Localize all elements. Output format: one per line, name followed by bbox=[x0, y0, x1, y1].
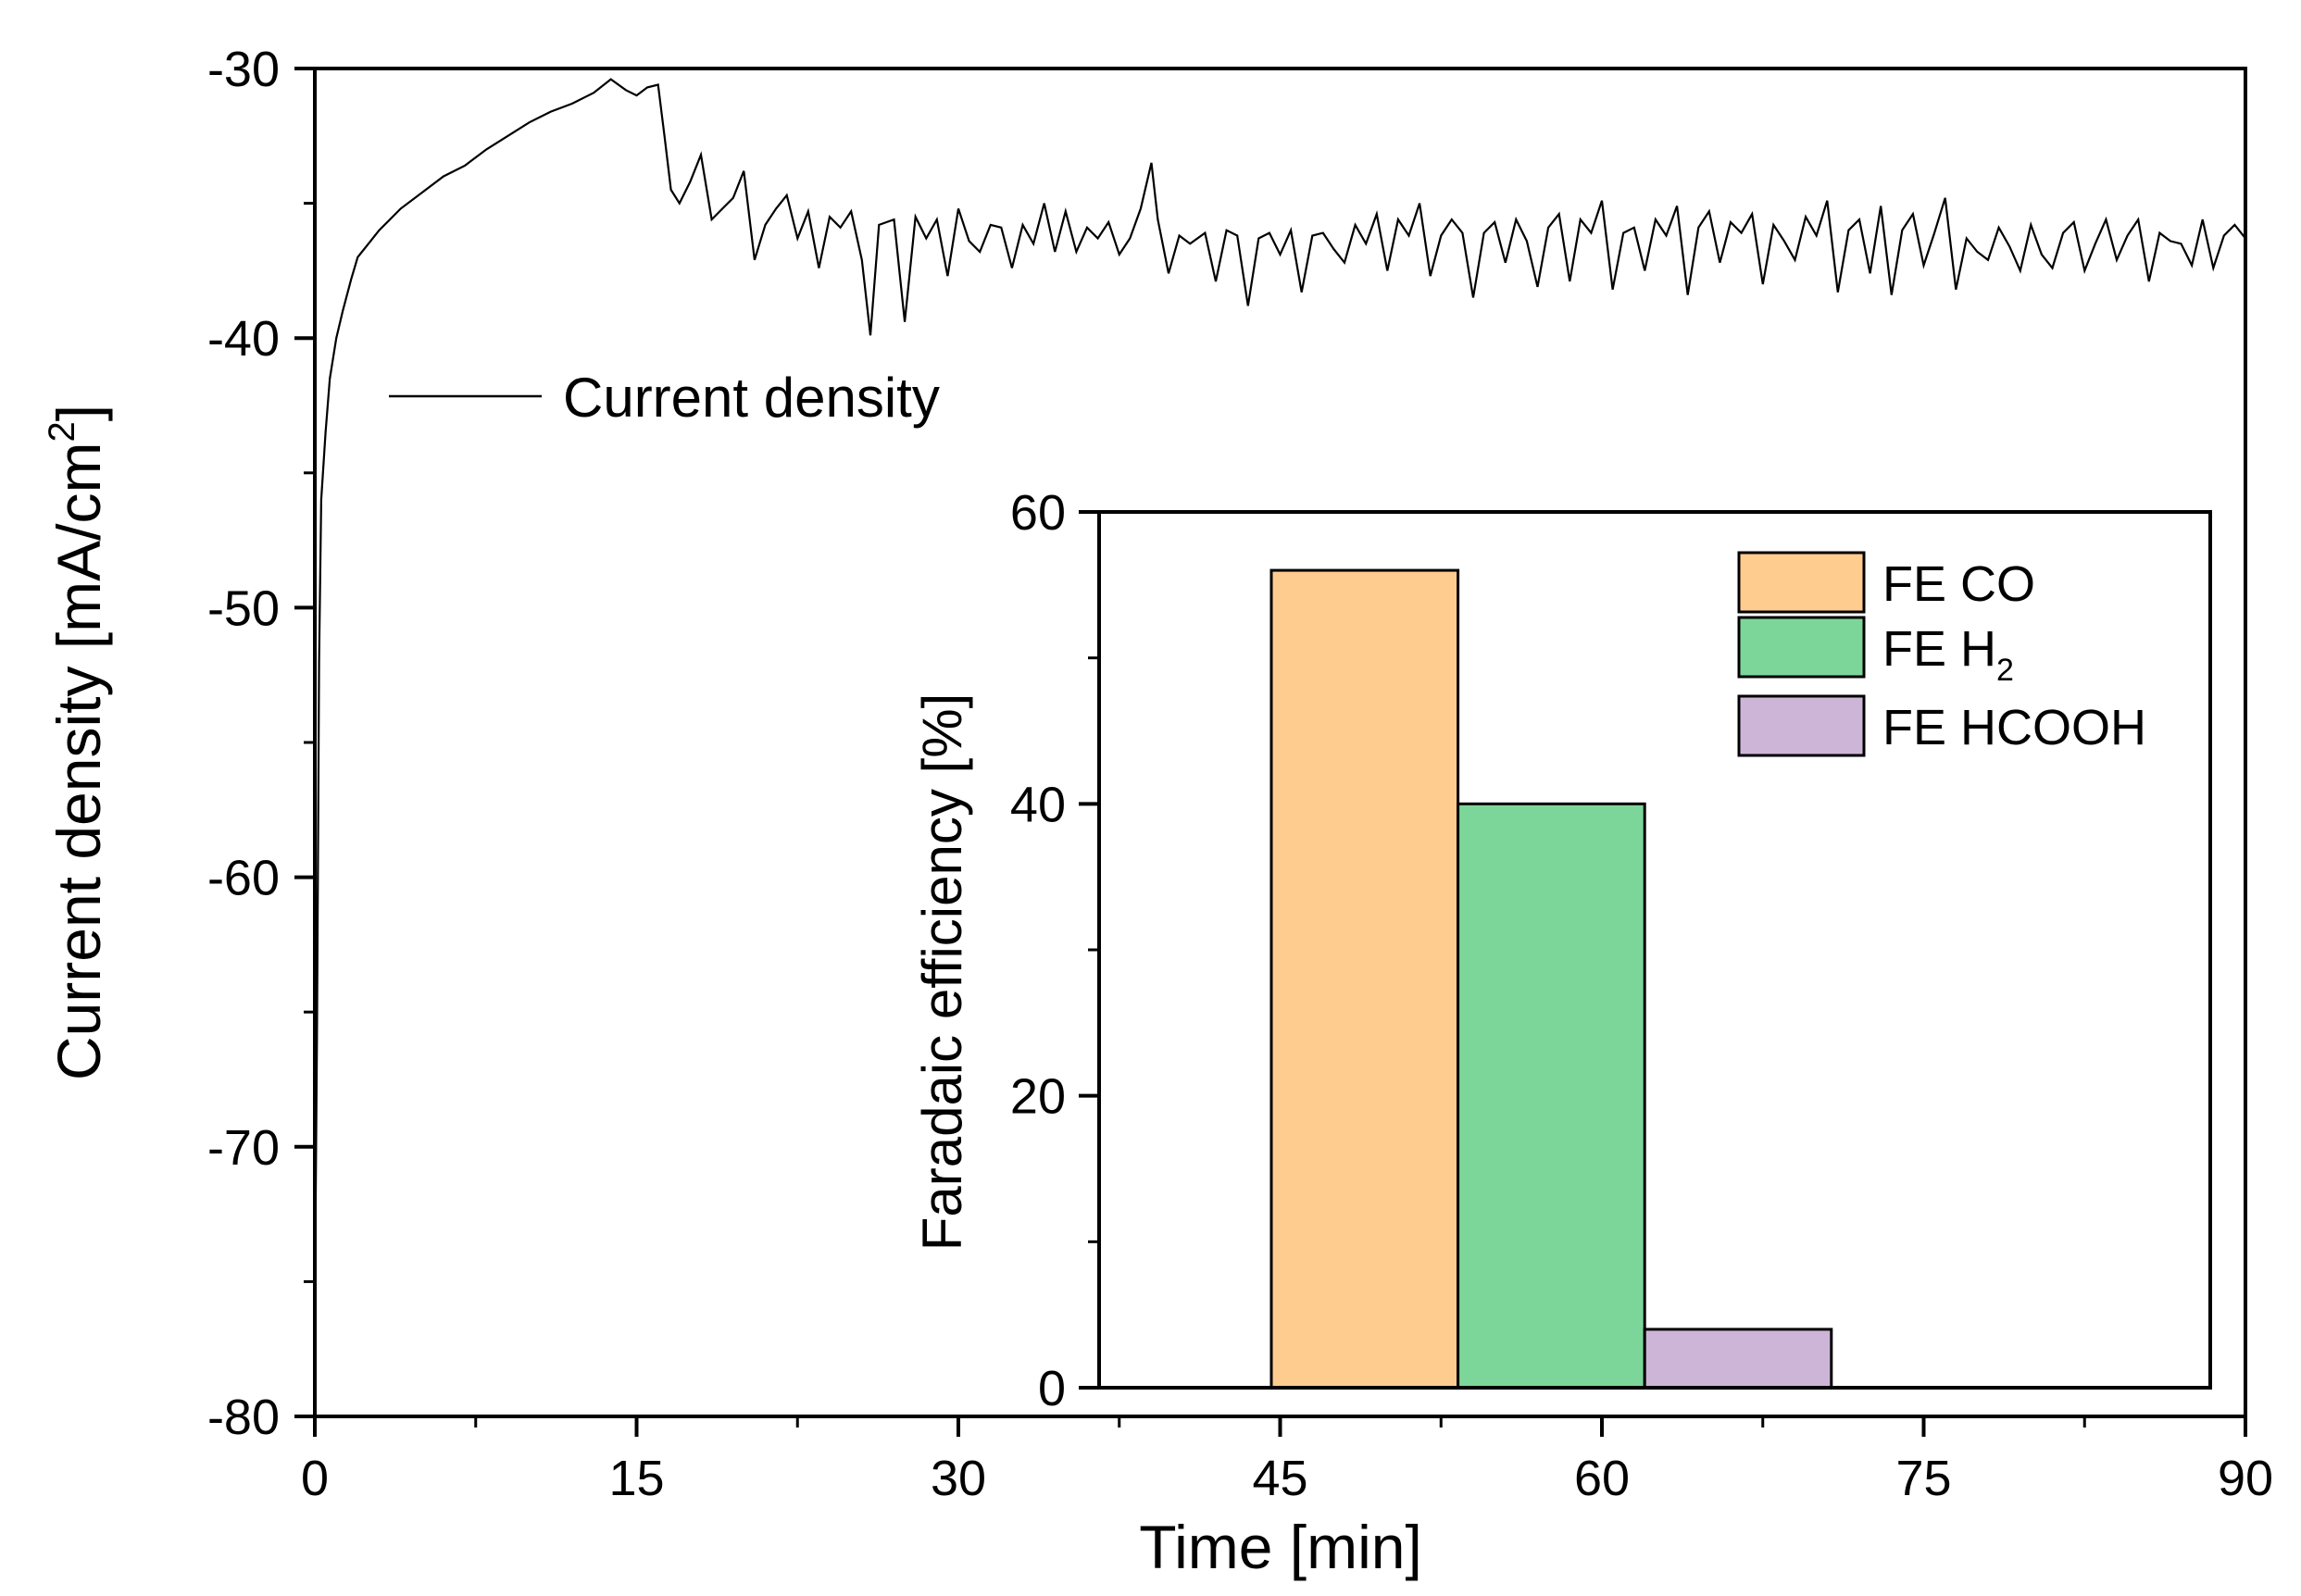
legend-label-fe-co: FE CO bbox=[1882, 556, 2035, 612]
legend-swatch-fe-co bbox=[1737, 551, 1866, 614]
y-axis-title-superscript: 2 bbox=[42, 421, 82, 442]
y-tick-label: -80 bbox=[207, 1390, 280, 1445]
y-tick-label: -50 bbox=[207, 580, 280, 636]
inset-bars bbox=[1269, 568, 1833, 1390]
inset-y-tick-label: 20 bbox=[1010, 1069, 1066, 1125]
x-tick-label: 0 bbox=[301, 1451, 329, 1506]
y-tick-label: -60 bbox=[207, 851, 280, 906]
x-tick-label: 30 bbox=[931, 1451, 986, 1506]
main-y-ticks: -30 -40 -50 -60 -70 -80 bbox=[207, 42, 315, 1445]
y-tick-label: -40 bbox=[207, 311, 280, 367]
legend-current-density: Current density bbox=[563, 367, 940, 429]
main-x-ticks: 0 15 30 45 60 75 90 bbox=[301, 1416, 2273, 1506]
y-axis-title-main: Current density [mA/cm bbox=[44, 443, 113, 1081]
inset-y-axis-title: Faradaic efficiency [%] bbox=[911, 693, 973, 1252]
legend-label-fe-hcooh: FE HCOOH bbox=[1882, 700, 2146, 755]
inset-y-tick-label: 60 bbox=[1010, 485, 1066, 541]
y-tick-label: -30 bbox=[207, 42, 280, 97]
legend-label-fe-h2: FE H2 bbox=[1882, 621, 2014, 688]
legend-swatch-fe-h2 bbox=[1737, 616, 1866, 679]
x-tick-label: 60 bbox=[1574, 1451, 1630, 1506]
x-axis-title: Time [min] bbox=[1139, 1513, 1422, 1581]
x-tick-label: 75 bbox=[1895, 1451, 1951, 1506]
inset-background bbox=[1099, 512, 2210, 1388]
inset-y-ticks: 0 20 40 60 bbox=[1010, 485, 1099, 1416]
current-density-line bbox=[313, 78, 2246, 1309]
inset-legend: FE CO FE H2 FE HCOOH bbox=[1737, 551, 2146, 757]
legend-swatch-fe-hcooh bbox=[1737, 694, 1866, 757]
bar-fe-h2 bbox=[1457, 802, 1646, 1390]
inset-y-tick-label: 0 bbox=[1038, 1361, 1066, 1416]
x-tick-label: 90 bbox=[2218, 1451, 2273, 1506]
x-tick-label: 15 bbox=[608, 1451, 664, 1506]
bar-fe-hcooh bbox=[1643, 1328, 1833, 1390]
bar-fe-co bbox=[1269, 568, 1460, 1390]
inset-y-tick-label: 40 bbox=[1010, 777, 1066, 832]
y-tick-label: -70 bbox=[207, 1120, 280, 1176]
y-axis-title-close: ] bbox=[44, 405, 113, 421]
x-tick-label: 45 bbox=[1252, 1451, 1307, 1506]
y-axis-title: Current density [mA/cm2] bbox=[42, 405, 113, 1080]
